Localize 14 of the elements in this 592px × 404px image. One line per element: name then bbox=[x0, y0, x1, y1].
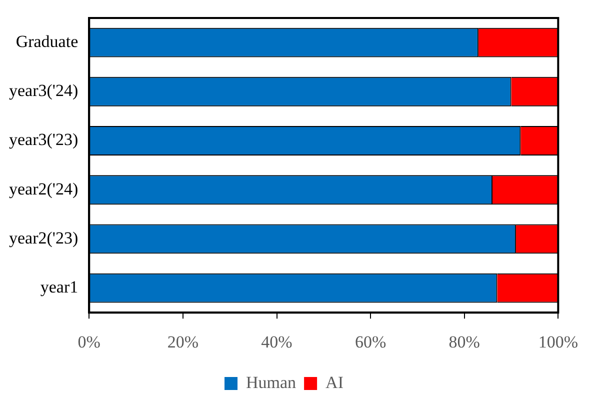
y-tick-label: Graduate bbox=[16, 32, 78, 52]
y-tick-label: year3('23) bbox=[8, 130, 78, 150]
y-tick-label: year1 bbox=[40, 278, 78, 297]
x-tick-label: 80% bbox=[448, 332, 480, 352]
x-tick-label: 40% bbox=[261, 332, 292, 352]
x-tick-label: 0% bbox=[78, 332, 100, 352]
x-tick-label: 20% bbox=[167, 332, 199, 352]
x-tick-label: 100% bbox=[538, 332, 578, 352]
y-tick-label: year3('24) bbox=[8, 81, 78, 100]
legend-label: Human bbox=[246, 372, 297, 392]
x-tick-label: 60% bbox=[354, 332, 386, 352]
y-tick-label: year2('24) bbox=[8, 179, 78, 198]
y-tick-label: year2('23) bbox=[8, 228, 78, 248]
legend-label: AI bbox=[326, 372, 344, 392]
